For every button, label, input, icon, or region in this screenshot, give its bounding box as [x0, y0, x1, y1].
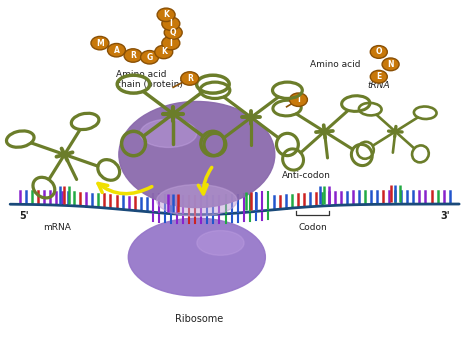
Text: tRNA: tRNA — [367, 81, 390, 90]
Circle shape — [91, 37, 109, 50]
Text: Codon: Codon — [298, 223, 327, 233]
Circle shape — [370, 70, 387, 83]
Text: Anti-codon: Anti-codon — [282, 171, 331, 180]
Text: Amino acid
chain (protein): Amino acid chain (protein) — [117, 70, 183, 89]
Circle shape — [124, 49, 142, 62]
Text: K: K — [163, 10, 169, 19]
Circle shape — [181, 72, 199, 85]
Text: 3': 3' — [440, 211, 450, 222]
Text: R: R — [187, 74, 192, 83]
Ellipse shape — [197, 230, 244, 255]
Circle shape — [382, 58, 399, 71]
Ellipse shape — [140, 119, 197, 147]
Text: mRNA: mRNA — [44, 223, 72, 231]
Ellipse shape — [128, 218, 265, 296]
Circle shape — [164, 26, 182, 39]
Circle shape — [162, 17, 180, 31]
Text: 5': 5' — [19, 211, 29, 222]
Circle shape — [290, 93, 308, 106]
Circle shape — [157, 8, 175, 22]
Text: K: K — [161, 48, 167, 56]
Text: I: I — [297, 95, 300, 104]
Text: O: O — [375, 48, 382, 56]
Text: A: A — [114, 46, 119, 55]
Text: Amino acid: Amino acid — [310, 60, 361, 69]
Text: Ribosome: Ribosome — [175, 314, 223, 324]
Text: G: G — [146, 53, 153, 62]
Text: E: E — [376, 72, 382, 81]
Text: R: R — [130, 51, 136, 60]
Ellipse shape — [156, 185, 237, 217]
Text: M: M — [96, 39, 104, 48]
Ellipse shape — [119, 102, 275, 208]
Text: N: N — [387, 60, 394, 69]
Circle shape — [141, 50, 158, 64]
Circle shape — [108, 43, 126, 57]
Circle shape — [162, 37, 180, 50]
Text: I: I — [169, 39, 172, 48]
Text: Q: Q — [170, 28, 176, 37]
Circle shape — [370, 45, 387, 58]
Circle shape — [155, 45, 173, 59]
Text: I: I — [169, 19, 172, 28]
